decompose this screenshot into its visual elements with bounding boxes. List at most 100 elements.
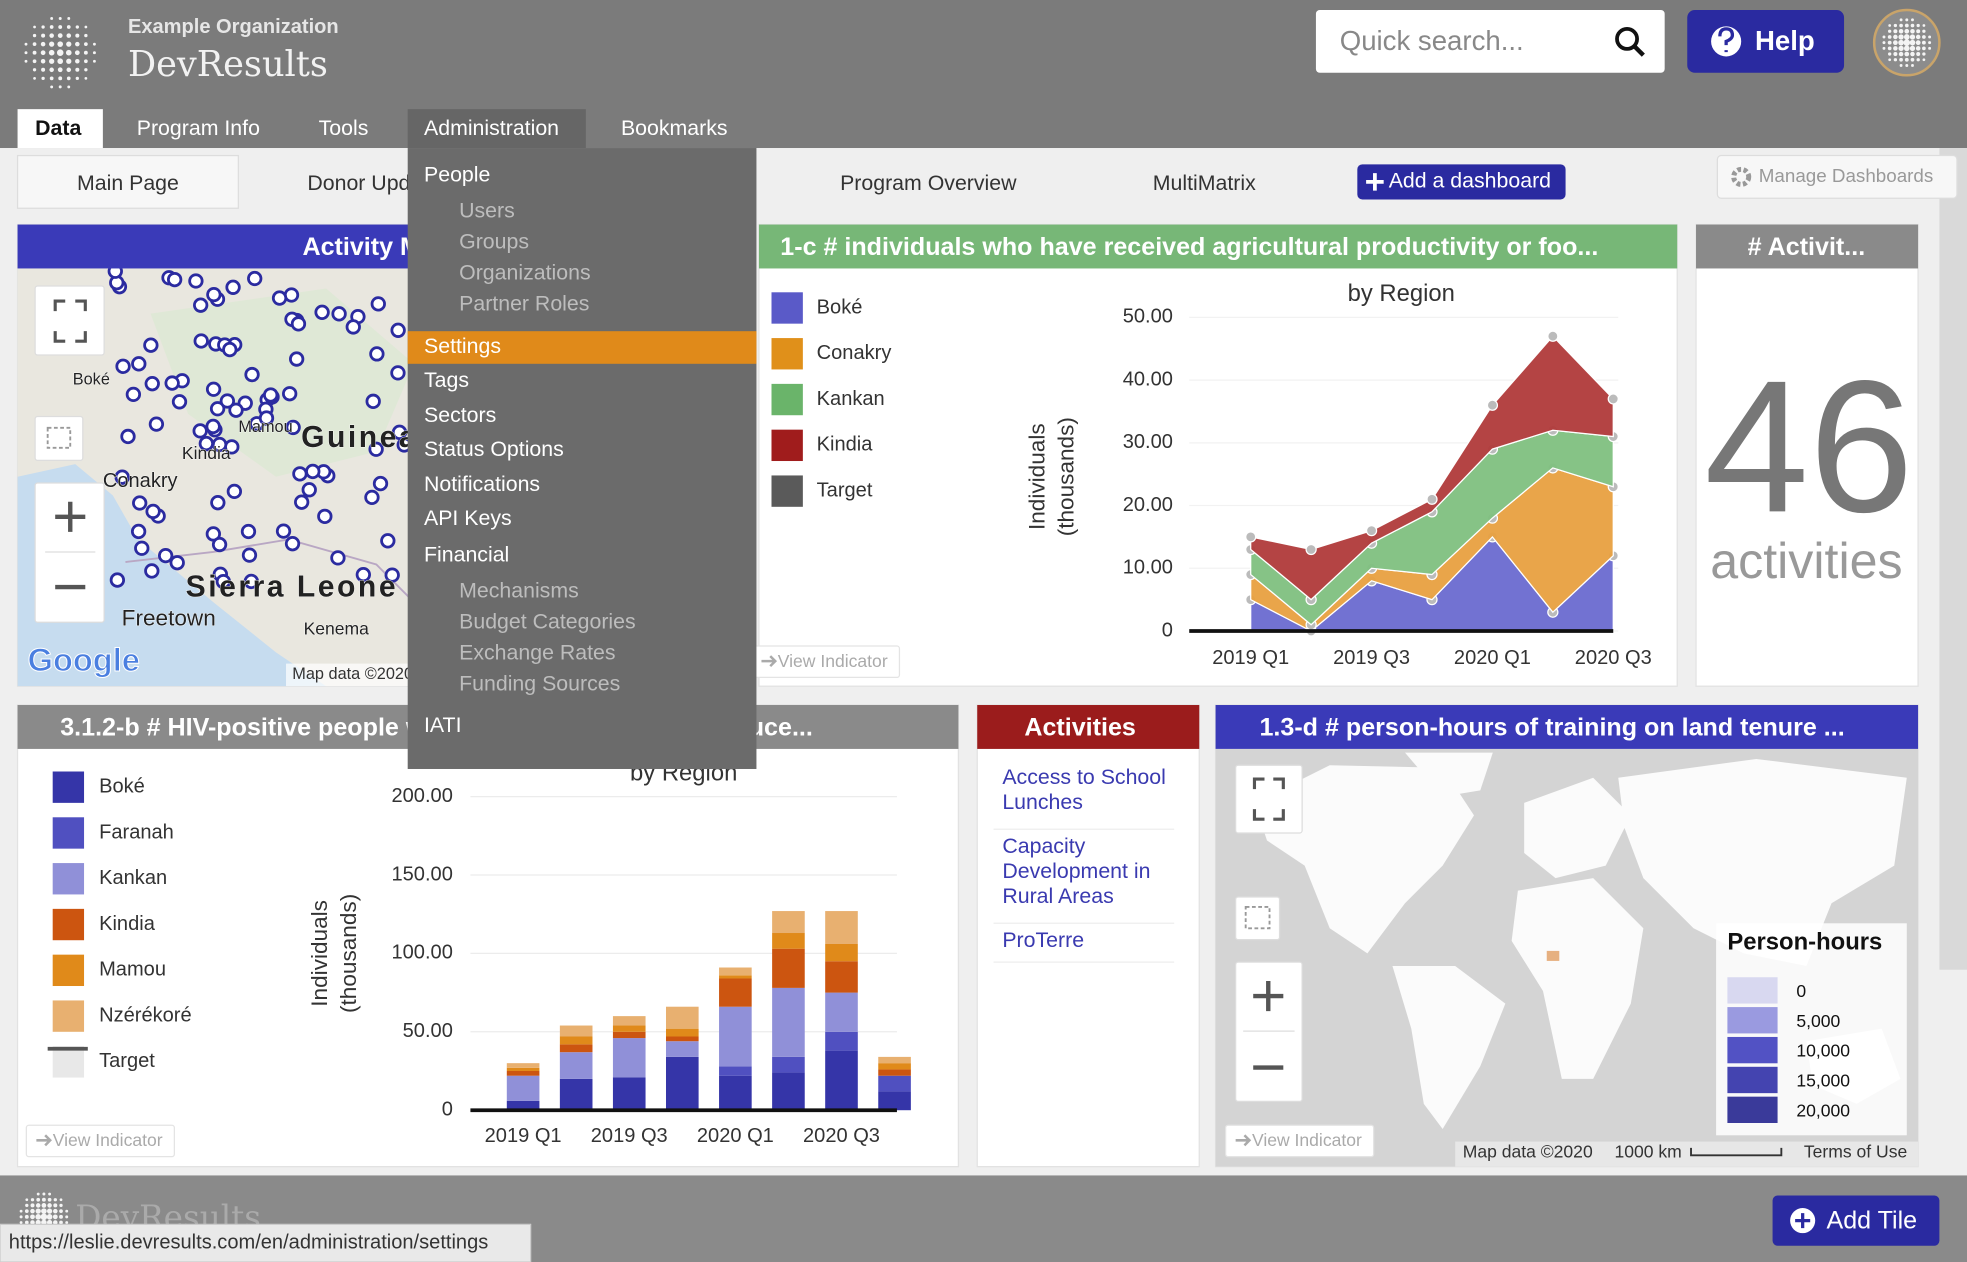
nav-item[interactable]: Program Info (137, 116, 260, 140)
activity-marker[interactable] (263, 387, 279, 403)
search-field[interactable] (1315, 10, 1665, 73)
add-tile-button[interactable]: Add Tile (1772, 1195, 1940, 1246)
activity-marker[interactable] (384, 567, 400, 583)
activity-marker[interactable] (391, 424, 408, 440)
activity-marker[interactable] (301, 482, 317, 498)
zoom-control[interactable] (1235, 961, 1303, 1103)
view-indicator-link[interactable]: View Indicator (750, 645, 901, 679)
view-link-label[interactable]: View Indicator (53, 1130, 163, 1150)
activity-marker[interactable] (247, 270, 263, 287)
search-icon[interactable] (1615, 26, 1639, 51)
activity-marker[interactable] (314, 304, 330, 320)
activity-marker[interactable] (370, 296, 386, 312)
menu-item[interactable]: Settings (424, 334, 501, 358)
manage-bg[interactable] (1716, 154, 1958, 199)
activity-marker[interactable] (143, 337, 159, 353)
help-label[interactable]: Help (1755, 25, 1815, 56)
activity-marker[interactable] (258, 410, 275, 426)
add-dashboard-label[interactable]: Add a dashboard (1389, 169, 1551, 193)
activity-marker[interactable] (331, 306, 347, 322)
add-tile-bg[interactable] (1772, 1195, 1940, 1246)
activity-marker[interactable] (390, 365, 406, 381)
activity-marker[interactable] (244, 366, 260, 383)
nav-label[interactable]: Bookmarks (621, 116, 728, 140)
view-link-box[interactable] (1224, 1124, 1375, 1158)
activity-marker[interactable] (130, 523, 147, 540)
activity-marker[interactable] (211, 436, 228, 453)
view-link-label[interactable]: View Indicator (1252, 1130, 1362, 1150)
activity-marker[interactable] (215, 573, 232, 590)
nav-item[interactable]: Data (17, 109, 103, 149)
activity-marker[interactable] (365, 393, 381, 409)
activity-marker[interactable] (290, 316, 307, 332)
fullscreen-button[interactable] (34, 285, 105, 356)
activity-marker[interactable] (241, 547, 258, 563)
activity-marker[interactable] (240, 523, 257, 540)
menu-item[interactable]: Notifications (424, 472, 540, 496)
activity-marker[interactable] (284, 536, 301, 552)
activity-link[interactable]: Access to School Lunches (1002, 765, 1166, 815)
activity-marker[interactable] (120, 428, 136, 445)
activity-marker[interactable] (219, 393, 236, 409)
activity-marker[interactable] (188, 273, 204, 289)
menu-subitem[interactable]: Mechanisms (459, 579, 579, 603)
activity-marker[interactable] (390, 322, 406, 338)
menu-item[interactable]: IATI (424, 713, 462, 737)
gear-icon[interactable] (1731, 166, 1752, 187)
activity-marker[interactable] (228, 402, 244, 418)
activity-marker[interactable] (282, 386, 298, 402)
menu-subitem[interactable]: Exchange Rates (459, 641, 615, 665)
activity-marker[interactable] (364, 489, 380, 506)
activity-marker[interactable] (131, 356, 147, 372)
recenter-button[interactable] (34, 415, 84, 462)
activity-marker[interactable] (144, 376, 160, 392)
activity-marker[interactable] (289, 351, 305, 367)
activity-marker[interactable] (305, 463, 321, 480)
activity-marker[interactable] (109, 572, 126, 588)
activity-marker[interactable] (317, 508, 333, 525)
arrow-icon[interactable] (36, 1134, 52, 1147)
fullscreen-button[interactable] (1235, 764, 1303, 834)
activity-marker[interactable] (275, 523, 292, 539)
activity-marker[interactable] (211, 536, 228, 553)
activity-marker[interactable] (144, 563, 160, 579)
menu-subitem[interactable]: Groups (459, 230, 529, 254)
search-box[interactable]: Quick search... (1315, 10, 1665, 73)
activity-marker[interactable] (193, 333, 209, 349)
menu-item[interactable]: Status Options (424, 437, 564, 461)
add-dashboard-bg[interactable] (1357, 164, 1566, 200)
plus-icon[interactable] (1795, 1213, 1811, 1229)
activity-marker[interactable] (145, 503, 161, 520)
menu-subitem[interactable]: Funding Sources (459, 672, 620, 696)
menu-subitem[interactable]: Partner Roles (459, 292, 589, 316)
plus-icon[interactable] (1366, 173, 1384, 191)
nav-item[interactable]: Tools (319, 116, 369, 140)
nav-label[interactable]: Administration (424, 116, 559, 140)
activity-marker[interactable] (209, 401, 226, 417)
menu-highlight[interactable] (407, 331, 757, 364)
activity-marker[interactable] (169, 555, 185, 571)
menu-item[interactable]: API Keys (424, 506, 512, 530)
activity-marker[interactable] (243, 573, 259, 590)
dashboard-tab[interactable]: MultiMatrix (1153, 171, 1256, 195)
dashboard-tab[interactable]: Main Page (77, 171, 179, 195)
activity-marker[interactable] (285, 419, 301, 436)
activity-marker[interactable] (210, 495, 226, 511)
activity-marker[interactable] (372, 475, 389, 492)
zoom-control[interactable] (34, 482, 105, 623)
activity-marker[interactable] (205, 381, 222, 397)
activity-marker[interactable] (157, 547, 174, 564)
activity-marker[interactable] (114, 469, 130, 485)
activity-marker[interactable] (166, 271, 183, 288)
activity-marker[interactable] (283, 287, 300, 303)
add-dashboard-button[interactable]: Add a dashboard (1357, 164, 1566, 200)
recenter-button[interactable] (1235, 896, 1281, 941)
activity-marker[interactable] (115, 358, 131, 374)
menu-item[interactable]: Tags (424, 368, 469, 392)
activity-marker[interactable] (345, 319, 361, 335)
activity-marker[interactable] (355, 567, 371, 583)
nav-item[interactable]: Bookmarks (621, 116, 728, 140)
manage-dashboards-button[interactable]: Manage Dashboards (1716, 154, 1958, 199)
activity-marker[interactable] (205, 418, 221, 435)
activity-marker[interactable] (206, 286, 222, 303)
